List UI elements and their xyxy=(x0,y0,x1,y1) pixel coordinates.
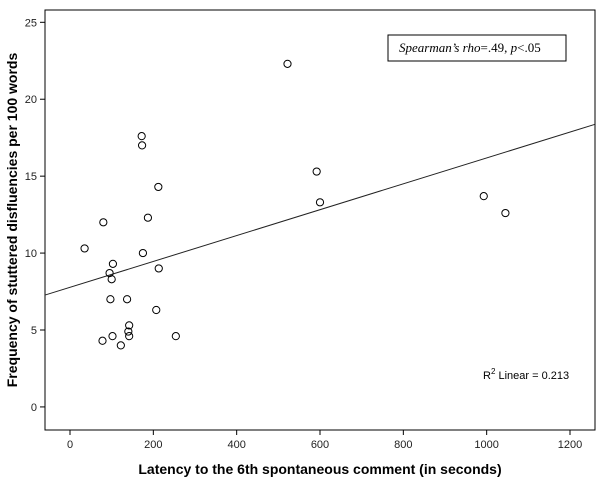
data-point xyxy=(171,332,180,341)
data-point xyxy=(501,208,510,218)
data-point xyxy=(125,321,134,330)
x-tick-label: 600 xyxy=(311,439,329,451)
data-point xyxy=(106,295,115,304)
data-point xyxy=(108,259,118,268)
x-tick-label: 800 xyxy=(394,439,412,451)
x-tick-label: 1200 xyxy=(558,439,582,451)
linear-fit-line xyxy=(44,123,596,296)
spearman-box xyxy=(387,34,567,62)
data-point xyxy=(98,336,107,345)
data-point xyxy=(99,218,108,227)
data-point xyxy=(116,341,125,350)
rho-label: Spearman’s rho xyxy=(399,40,481,55)
plot-area xyxy=(44,9,596,431)
data-point xyxy=(283,59,292,68)
data-point xyxy=(107,275,116,284)
y-tick-label: 15 xyxy=(25,171,37,183)
p-label: p xyxy=(510,40,518,55)
data-point xyxy=(124,327,133,336)
x-axis-title: Latency to the 6th spontaneous comment (… xyxy=(138,461,501,477)
data-point xyxy=(479,192,488,201)
spearman-annotation: Spearman’s rho=.49, p<.05 xyxy=(387,34,567,62)
rho-value: =.49, xyxy=(481,40,511,55)
axis-ticks: 0 200 400 600 800 1000 1200 0 5 10 15 20 25 xyxy=(25,17,582,451)
x-tick-label: 0 xyxy=(67,439,73,451)
data-point xyxy=(152,305,161,315)
data-point xyxy=(125,332,134,341)
y-tick-label: 25 xyxy=(25,17,37,29)
y-tick-label: 5 xyxy=(31,325,37,337)
data-point xyxy=(137,141,147,150)
data-point xyxy=(137,132,146,141)
data-point xyxy=(143,213,153,222)
y-tick-label: 20 xyxy=(25,94,37,106)
r2-annotation: R2 Linear = 0.213 xyxy=(483,367,569,382)
data-points xyxy=(80,59,510,350)
y-tick-label: 0 xyxy=(31,402,37,414)
data-point xyxy=(154,182,163,192)
x-tick-label: 200 xyxy=(144,439,162,451)
data-point xyxy=(138,248,148,258)
x-tick-label: 400 xyxy=(227,439,245,451)
svg-text:Spearman’s rho=.49, p<.05: Spearman’s rho=.49, p<.05 xyxy=(399,40,541,55)
r2-superscript: 2 xyxy=(491,367,496,376)
y-tick-label: 10 xyxy=(25,248,37,260)
data-point xyxy=(315,198,325,207)
data-point xyxy=(80,244,89,253)
r2-suffix: Linear = 0.213 xyxy=(495,370,569,382)
data-point xyxy=(108,332,117,341)
x-tick-label: 1000 xyxy=(474,439,498,451)
data-point xyxy=(122,295,132,304)
r2-prefix: R xyxy=(483,370,491,382)
y-axis-title: Frequency of stuttered disfluencies per … xyxy=(4,53,20,388)
p-value: <.05 xyxy=(517,40,541,55)
data-point xyxy=(312,167,321,176)
data-point xyxy=(154,264,163,273)
